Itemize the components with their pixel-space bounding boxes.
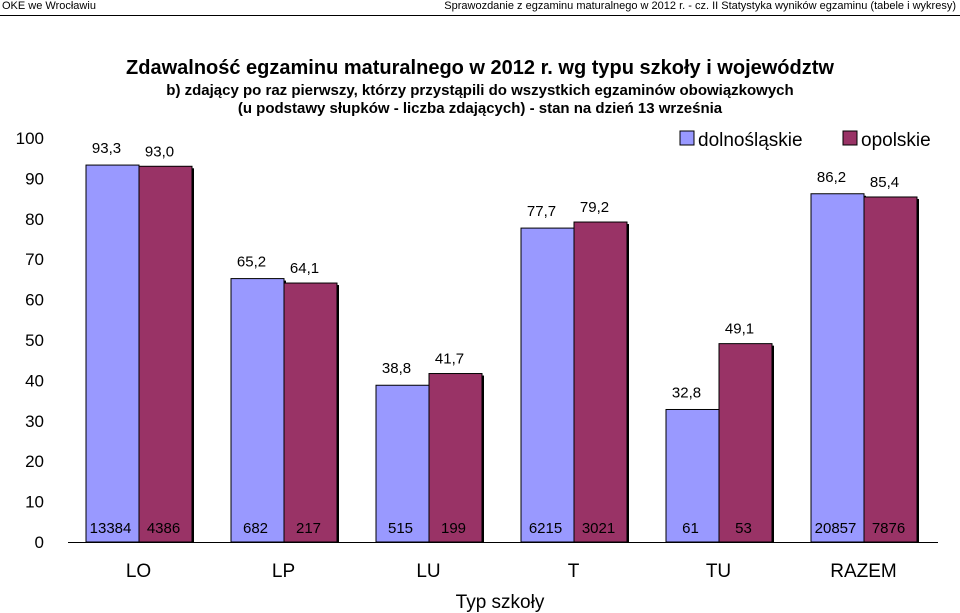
- legend-label-dolnoslaskie: dolnośląskie: [698, 130, 803, 151]
- count-label: 13384: [90, 520, 132, 537]
- legend-label-opolskie: opolskie: [861, 130, 931, 151]
- value-label: 41,7: [435, 351, 464, 368]
- category-label-LP: LP: [272, 561, 295, 582]
- count-label: 4386: [147, 520, 180, 537]
- count-label: 515: [388, 520, 413, 537]
- y-tick-label-40: 40: [25, 371, 44, 390]
- category-label-TU: TU: [706, 561, 731, 582]
- value-label: 32,8: [672, 384, 701, 401]
- category-label-LO: LO: [126, 561, 151, 582]
- bar-LU-dolnośląskie: [375, 384, 430, 543]
- y-tick-label-90: 90: [25, 169, 44, 188]
- bar-LO-opolskie: [138, 165, 193, 543]
- count-label: 217: [296, 520, 321, 537]
- bar-LP-opolskie: [283, 282, 338, 543]
- value-label: 77,7: [527, 203, 556, 220]
- chart-subtitle-line-2: (u podstawy słupków - liczba zdających) …: [237, 100, 723, 117]
- value-label: 85,4: [870, 174, 899, 191]
- category-label-T: T: [568, 561, 580, 582]
- x-axis-title: Typ szkoły: [456, 592, 545, 613]
- count-label: 6215: [529, 520, 562, 537]
- bar-LP-dolnośląskie: [230, 278, 285, 543]
- chart-subtitle-line-1: b) zdający po raz pierwszy, którzy przys…: [166, 82, 794, 99]
- bar-LU-opolskie: [428, 373, 483, 543]
- y-tick-label-50: 50: [25, 331, 44, 350]
- bar-T-dolnośląskie: [520, 227, 575, 543]
- bar-LO-dolnośląskie: [85, 164, 140, 543]
- category-label-RAZEM: RAZEM: [830, 561, 897, 582]
- header-divider: [0, 15, 960, 16]
- legend-swatch-opolskie: [842, 130, 858, 146]
- legend-swatch-dolnoslaskie: [679, 130, 695, 146]
- value-label: 86,2: [817, 169, 846, 186]
- count-label: 7876: [872, 520, 905, 537]
- header-right-text: Sprawozdanie z egzaminu maturalnego w 20…: [444, 0, 956, 12]
- y-tick-label-60: 60: [25, 291, 44, 310]
- category-label-LU: LU: [416, 561, 440, 582]
- header-left-text: OKE we Wrocławiu: [2, 0, 96, 12]
- bar-TU-dolnośląskie: [665, 408, 720, 543]
- bar-RAZEM-opolskie: [863, 196, 918, 543]
- y-tick-label-0: 0: [35, 533, 44, 552]
- y-tick-label-100: 100: [16, 129, 44, 148]
- count-label: 61: [682, 520, 699, 537]
- bar-T-opolskie: [573, 221, 628, 543]
- count-label: 682: [243, 520, 268, 537]
- value-label: 49,1: [725, 321, 754, 338]
- y-tick-label-30: 30: [25, 412, 44, 431]
- y-tick-label-70: 70: [25, 250, 44, 269]
- value-label: 79,2: [580, 199, 609, 216]
- bar-RAZEM-dolnośląskie: [810, 193, 865, 543]
- value-label: 65,2: [237, 254, 266, 271]
- y-tick-label-10: 10: [25, 493, 44, 512]
- count-label: 20857: [815, 520, 857, 537]
- chart-title: Zdawalność egzaminu maturalnego w 2012 r…: [126, 57, 834, 79]
- count-label: 53: [735, 520, 752, 537]
- y-tick-label-80: 80: [25, 210, 44, 229]
- value-label: 64,1: [290, 260, 319, 277]
- count-label: 199: [441, 520, 466, 537]
- bar-TU-opolskie: [718, 343, 773, 543]
- value-label: 93,0: [145, 143, 174, 160]
- value-label: 38,8: [382, 360, 411, 377]
- value-label: 93,3: [92, 140, 121, 157]
- y-tick-label-20: 20: [25, 452, 44, 471]
- count-label: 3021: [582, 520, 615, 537]
